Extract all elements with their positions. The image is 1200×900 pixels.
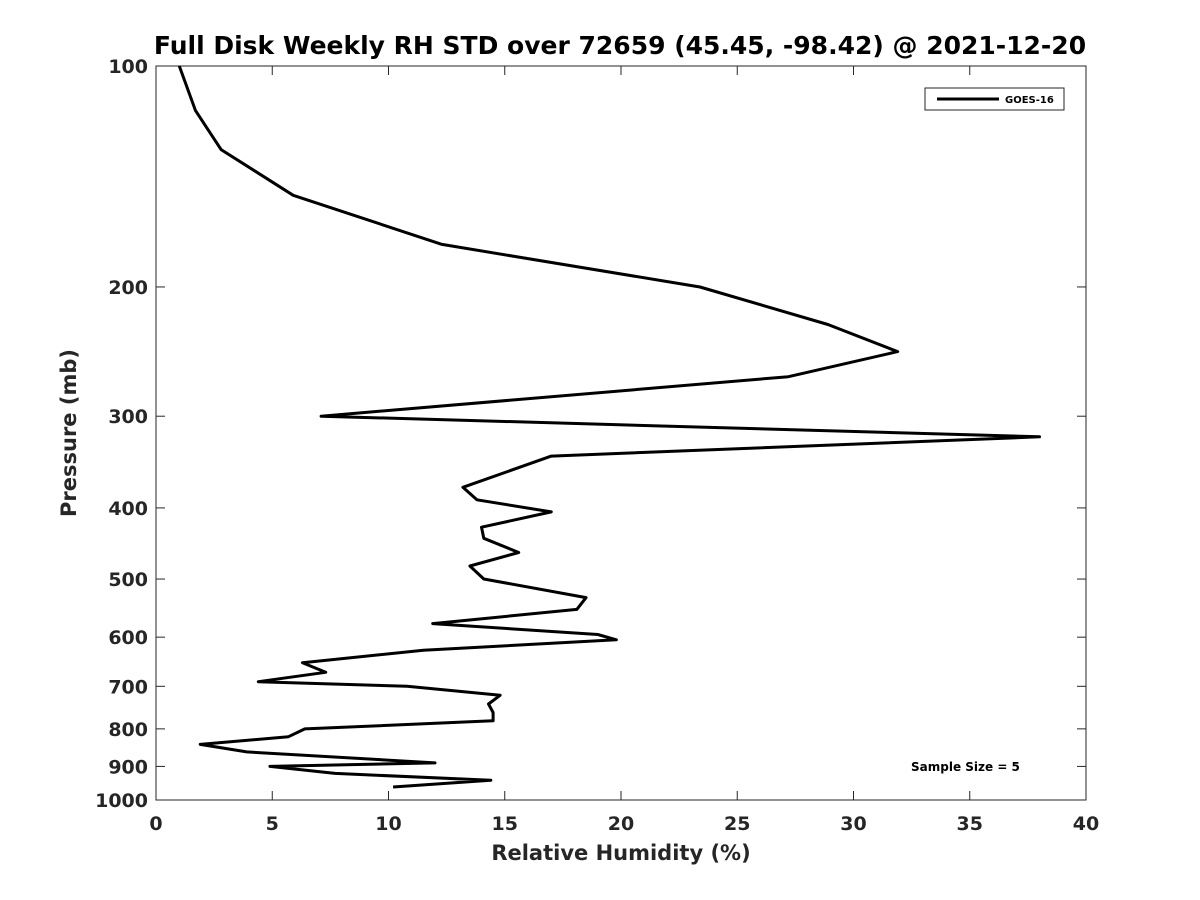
y-tick-label: 300 — [108, 406, 148, 428]
x-tick-label: 40 — [1073, 813, 1099, 835]
y-tick-label: 700 — [108, 676, 148, 698]
x-tick-label: 35 — [957, 813, 983, 835]
y-tick-label: 900 — [108, 756, 148, 778]
x-tick-label: 20 — [608, 813, 634, 835]
x-tick-label: 10 — [375, 813, 401, 835]
y-axis: 100 200 300 400 500 600 700 800 900 1000 — [95, 56, 1086, 812]
y-axis-label: Pressure (mb) — [57, 349, 81, 517]
y-tick-label: 600 — [108, 627, 148, 649]
y-tick-label: 100 — [108, 56, 148, 78]
y-tick-label: 1000 — [95, 790, 148, 812]
series-line-goes-16 — [177, 65, 1041, 789]
chart-title: Full Disk Weekly RH STD over 72659 (45.4… — [154, 31, 1086, 60]
legend-entry-goes-16: GOES-16 — [1005, 95, 1054, 106]
y-tick-label: 200 — [108, 277, 148, 299]
x-tick-label: 5 — [266, 813, 279, 835]
y-tick-label: 400 — [108, 498, 148, 520]
x-tick-label: 15 — [492, 813, 518, 835]
x-tick-label: 25 — [724, 813, 750, 835]
x-tick-label: 0 — [149, 813, 162, 835]
legend: GOES-16 — [924, 87, 1065, 111]
sample-size-annotation: Sample Size = 5 — [911, 760, 1020, 774]
y-tick-label: 800 — [108, 719, 148, 741]
x-axis: 0 5 10 15 20 25 30 35 40 — [149, 66, 1099, 835]
x-tick-label: 30 — [840, 813, 866, 835]
y-tick-label: 500 — [108, 569, 148, 591]
x-axis-label: Relative Humidity (%) — [491, 841, 750, 865]
